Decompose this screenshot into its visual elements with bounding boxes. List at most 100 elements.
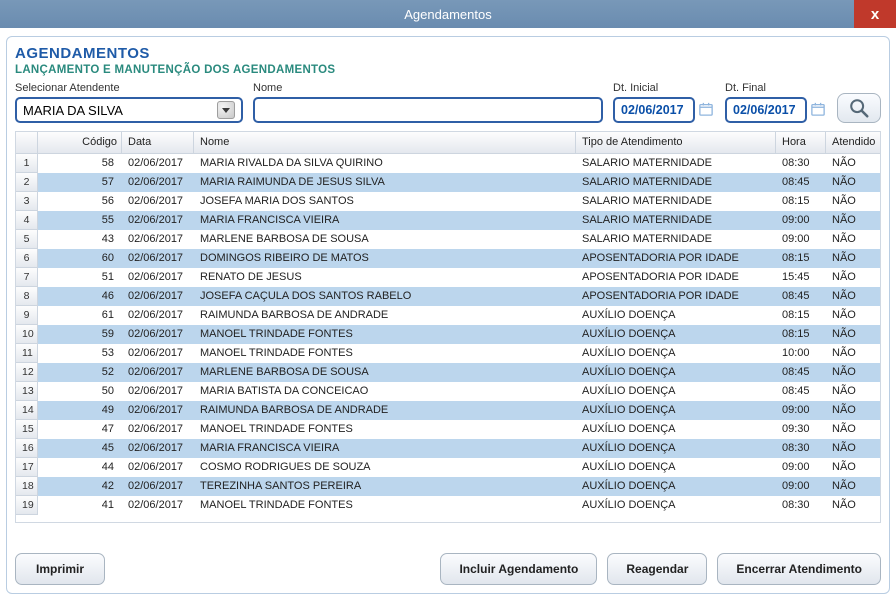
cell-data: 02/06/2017 bbox=[122, 306, 194, 325]
dt-final-input[interactable]: 02/06/2017 bbox=[725, 97, 807, 123]
cell-codigo: 41 bbox=[38, 496, 122, 515]
table-row[interactable]: 125202/06/2017MARLENE BARBOSA DE SOUSAAU… bbox=[16, 363, 880, 382]
table-row[interactable]: 35602/06/2017JOSEFA MARIA DOS SANTOSSALA… bbox=[16, 192, 880, 211]
cell-hora: 08:30 bbox=[776, 496, 826, 515]
search-button[interactable] bbox=[837, 93, 881, 123]
cell-nome: JOSEFA MARIA DOS SANTOS bbox=[194, 192, 576, 211]
page-subtitle: LANÇAMENTO E MANUTENÇÃO DOS AGENDAMENTOS bbox=[15, 64, 881, 76]
atendente-select[interactable]: MARIA DA SILVA bbox=[15, 97, 243, 123]
dt-inicial-value: 02/06/2017 bbox=[621, 103, 684, 117]
cell-hora: 10:00 bbox=[776, 344, 826, 363]
cell-tipo: AUXÍLIO DOENÇA bbox=[576, 439, 776, 458]
cell-rownum: 13 bbox=[16, 382, 38, 401]
cell-data: 02/06/2017 bbox=[122, 268, 194, 287]
cell-codigo: 57 bbox=[38, 173, 122, 192]
cell-hora: 09:00 bbox=[776, 230, 826, 249]
cell-data: 02/06/2017 bbox=[122, 287, 194, 306]
cell-atendido: NÃO bbox=[826, 496, 880, 515]
title-bar: Agendamentos x bbox=[0, 0, 896, 28]
cell-rownum: 3 bbox=[16, 192, 38, 211]
table-row[interactable]: 45502/06/2017MARIA FRANCISCA VIEIRASALAR… bbox=[16, 211, 880, 230]
table-row[interactable]: 135002/06/2017MARIA BATISTA DA CONCEICAO… bbox=[16, 382, 880, 401]
cell-hora: 08:15 bbox=[776, 249, 826, 268]
cell-rownum: 12 bbox=[16, 363, 38, 382]
col-codigo[interactable]: Código bbox=[38, 132, 122, 153]
cell-data: 02/06/2017 bbox=[122, 477, 194, 496]
cell-rownum: 5 bbox=[16, 230, 38, 249]
cell-codigo: 43 bbox=[38, 230, 122, 249]
table-row[interactable]: 54302/06/2017MARLENE BARBOSA DE SOUSASAL… bbox=[16, 230, 880, 249]
cell-atendido: NÃO bbox=[826, 344, 880, 363]
cell-nome: MARLENE BARBOSA DE SOUSA bbox=[194, 230, 576, 249]
table-row[interactable]: 164502/06/2017MARIA FRANCISCA VIEIRAAUXÍ… bbox=[16, 439, 880, 458]
close-button[interactable]: x bbox=[854, 0, 896, 28]
table-row[interactable]: 105902/06/2017MANOEL TRINDADE FONTESAUXÍ… bbox=[16, 325, 880, 344]
calendar-icon[interactable] bbox=[697, 98, 715, 120]
cell-hora: 09:00 bbox=[776, 211, 826, 230]
reagendar-button[interactable]: Reagendar bbox=[607, 553, 707, 585]
table-row[interactable]: 194102/06/2017MANOEL TRINDADE FONTESAUXÍ… bbox=[16, 496, 880, 515]
col-hora[interactable]: Hora bbox=[776, 132, 826, 153]
cell-data: 02/06/2017 bbox=[122, 344, 194, 363]
col-data[interactable]: Data bbox=[122, 132, 194, 153]
cell-nome: RENATO DE JESUS bbox=[194, 268, 576, 287]
cell-rownum: 16 bbox=[16, 439, 38, 458]
cell-atendido: NÃO bbox=[826, 306, 880, 325]
col-rownum bbox=[16, 132, 38, 153]
cell-hora: 15:45 bbox=[776, 268, 826, 287]
dt-inicial-input[interactable]: 02/06/2017 bbox=[613, 97, 695, 123]
table-row[interactable]: 84602/06/2017JOSEFA CAÇULA DOS SANTOS RA… bbox=[16, 287, 880, 306]
table-row[interactable]: 174402/06/2017COSMO RODRIGUES DE SOUZAAU… bbox=[16, 458, 880, 477]
table-row[interactable]: 75102/06/2017RENATO DE JESUSAPOSENTADORI… bbox=[16, 268, 880, 287]
table-row[interactable]: 115302/06/2017MANOEL TRINDADE FONTESAUXÍ… bbox=[16, 344, 880, 363]
cell-data: 02/06/2017 bbox=[122, 382, 194, 401]
cell-nome: MARLENE BARBOSA DE SOUSA bbox=[194, 363, 576, 382]
cell-nome: MARIA BATISTA DA CONCEICAO bbox=[194, 382, 576, 401]
cell-rownum: 11 bbox=[16, 344, 38, 363]
col-nome[interactable]: Nome bbox=[194, 132, 576, 153]
cell-tipo: APOSENTADORIA POR IDADE bbox=[576, 249, 776, 268]
cell-tipo: APOSENTADORIA POR IDADE bbox=[576, 287, 776, 306]
cell-atendido: NÃO bbox=[826, 401, 880, 420]
table-row[interactable]: 184202/06/2017TEREZINHA SANTOS PEREIRAAU… bbox=[16, 477, 880, 496]
cell-nome: MARIA RIVALDA DA SILVA QUIRINO bbox=[194, 154, 576, 173]
cell-nome: MARIA RAIMUNDA DE JESUS SILVA bbox=[194, 173, 576, 192]
cell-tipo: APOSENTADORIA POR IDADE bbox=[576, 268, 776, 287]
cell-data: 02/06/2017 bbox=[122, 458, 194, 477]
table-row[interactable]: 144902/06/2017RAIMUNDA BARBOSA DE ANDRAD… bbox=[16, 401, 880, 420]
grid-header: Código Data Nome Tipo de Atendimento Hor… bbox=[16, 132, 880, 154]
nome-label: Nome bbox=[253, 82, 603, 94]
cell-nome: MANOEL TRINDADE FONTES bbox=[194, 420, 576, 439]
cell-tipo: AUXÍLIO DOENÇA bbox=[576, 344, 776, 363]
cell-rownum: 1 bbox=[16, 154, 38, 173]
dt-final-label: Dt. Final bbox=[725, 82, 827, 94]
table-row[interactable]: 25702/06/2017MARIA RAIMUNDA DE JESUS SIL… bbox=[16, 173, 880, 192]
cell-atendido: NÃO bbox=[826, 477, 880, 496]
cell-hora: 08:45 bbox=[776, 363, 826, 382]
cell-rownum: 18 bbox=[16, 477, 38, 496]
table-row[interactable]: 15802/06/2017MARIA RIVALDA DA SILVA QUIR… bbox=[16, 154, 880, 173]
cell-atendido: NÃO bbox=[826, 192, 880, 211]
table-row[interactable]: 154702/06/2017MANOEL TRINDADE FONTESAUXÍ… bbox=[16, 420, 880, 439]
cell-data: 02/06/2017 bbox=[122, 439, 194, 458]
cell-nome: MANOEL TRINDADE FONTES bbox=[194, 496, 576, 515]
agendamentos-grid: Código Data Nome Tipo de Atendimento Hor… bbox=[15, 131, 881, 523]
cell-tipo: AUXÍLIO DOENÇA bbox=[576, 306, 776, 325]
cell-nome: RAIMUNDA BARBOSA DE ANDRADE bbox=[194, 401, 576, 420]
cell-codigo: 58 bbox=[38, 154, 122, 173]
dt-inicial-label: Dt. Inicial bbox=[613, 82, 715, 94]
table-row[interactable]: 66002/06/2017DOMINGOS RIBEIRO DE MATOSAP… bbox=[16, 249, 880, 268]
col-tipo[interactable]: Tipo de Atendimento bbox=[576, 132, 776, 153]
table-row[interactable]: 96102/06/2017RAIMUNDA BARBOSA DE ANDRADE… bbox=[16, 306, 880, 325]
cell-codigo: 61 bbox=[38, 306, 122, 325]
cell-hora: 08:30 bbox=[776, 154, 826, 173]
imprimir-button[interactable]: Imprimir bbox=[15, 553, 105, 585]
calendar-icon[interactable] bbox=[809, 98, 827, 120]
encerrar-atendimento-button[interactable]: Encerrar Atendimento bbox=[717, 553, 881, 585]
col-atendido[interactable]: Atendido bbox=[826, 132, 880, 153]
cell-rownum: 7 bbox=[16, 268, 38, 287]
incluir-agendamento-button[interactable]: Incluir Agendamento bbox=[440, 553, 597, 585]
atendente-label: Selecionar Atendente bbox=[15, 82, 243, 94]
nome-input[interactable] bbox=[253, 97, 603, 123]
cell-tipo: SALARIO MATERNIDADE bbox=[576, 192, 776, 211]
